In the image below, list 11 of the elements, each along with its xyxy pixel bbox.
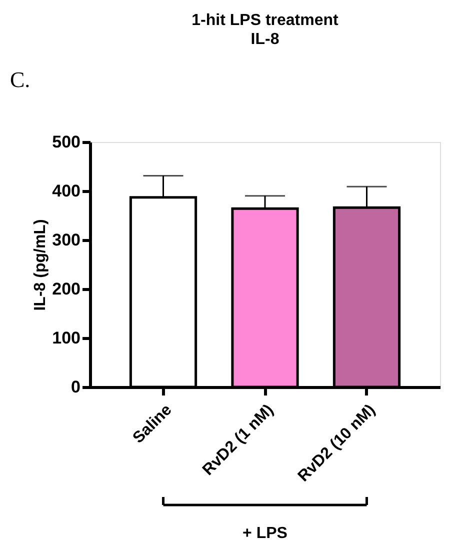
y-tick-label: 400 [52, 182, 80, 200]
text: + LPS [242, 525, 288, 540]
y-tick-label: 500 [52, 132, 80, 152]
y-axis-title: IL-8 (pg/mL) [32, 219, 50, 311]
y-tick-label: 0 [71, 378, 80, 396]
chart-subtitle: IL-8 [250, 31, 280, 48]
chart-title: 1-hit LPS treatment [192, 12, 340, 29]
y-tick-label: 300 [52, 230, 80, 250]
y-tick-label: 200 [52, 280, 80, 298]
y-tick-label: 100 [52, 328, 80, 348]
text: C. [10, 67, 30, 92]
